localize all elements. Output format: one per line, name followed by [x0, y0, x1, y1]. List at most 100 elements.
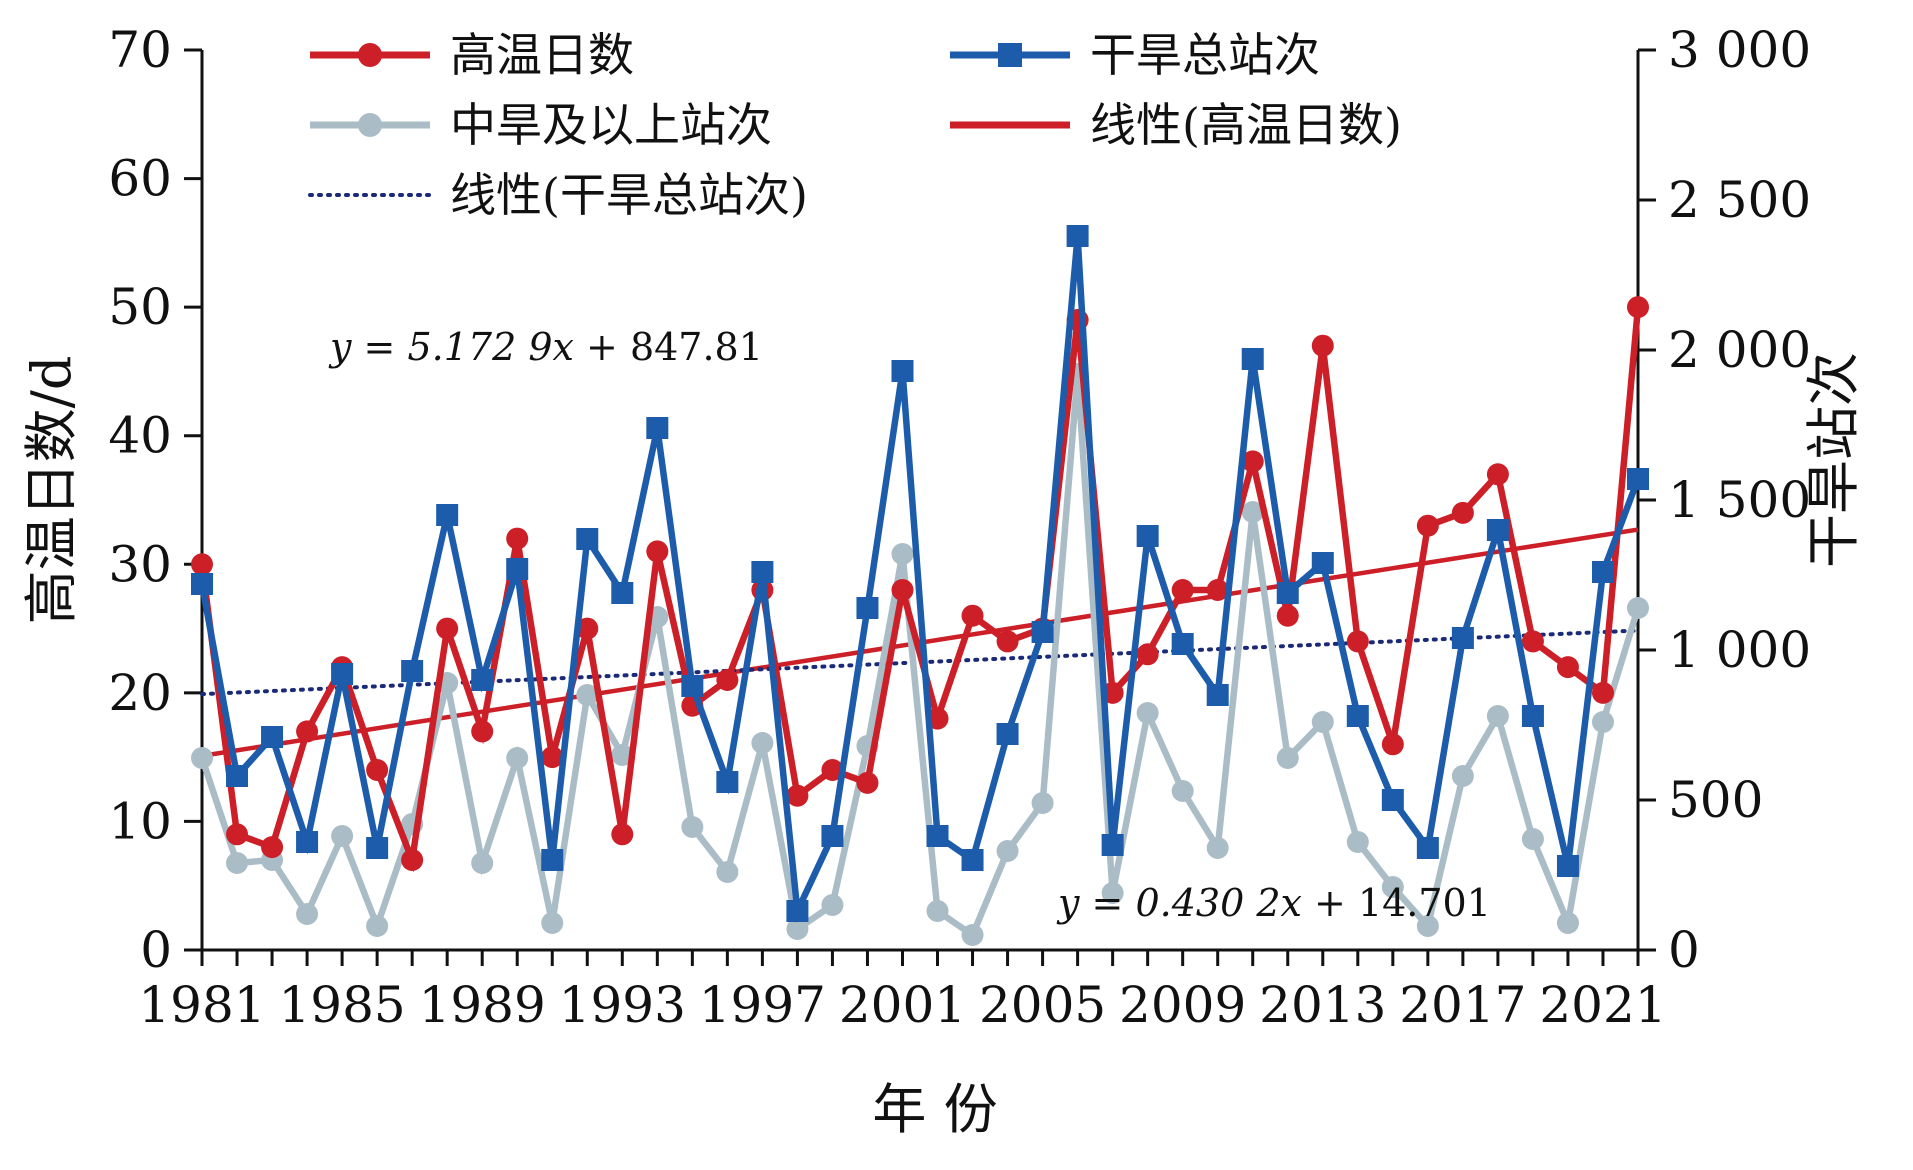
legend-item: 线性(高温日数): [950, 98, 1402, 152]
y-right-tick-label: 2 000: [1668, 321, 1811, 379]
data-point: [611, 744, 634, 766]
x-tick-label: 2001: [839, 976, 966, 1034]
y-right-tick-label: 3 000: [1668, 21, 1811, 79]
data-point: [786, 918, 809, 940]
data-point: [1591, 561, 1614, 583]
data-point: [261, 836, 284, 859]
data-point: [1521, 828, 1544, 850]
legend-item: 高温日数: [310, 28, 634, 82]
series: [191, 225, 1649, 924]
data-point: [1451, 765, 1474, 787]
data-point: [926, 900, 949, 922]
x-tick-label: 1989: [419, 976, 546, 1034]
axes: 0 10 20 30 40 50 60 70 0 500 1 000 1 500 2 000 2 500 3…: [108, 21, 1811, 1034]
data-point: [891, 543, 914, 565]
data-point: [1591, 711, 1614, 733]
data-point: [331, 663, 354, 685]
data-point: [1241, 348, 1264, 370]
data-point: [1311, 552, 1334, 574]
data-point: [226, 765, 249, 787]
data-point: [506, 747, 529, 769]
data-point: [1066, 225, 1089, 247]
data-point: [191, 747, 213, 769]
data-point: [1381, 733, 1404, 756]
data-point: [1136, 702, 1159, 724]
data-point: [1031, 621, 1054, 643]
data-point: [996, 630, 1019, 653]
x-tick-label: 2017: [1399, 976, 1526, 1034]
y-left-tick-label: 50: [108, 278, 172, 336]
data-point: [1486, 519, 1509, 541]
series-group: [191, 225, 1649, 946]
data-point: [751, 732, 774, 754]
y-right-tick-label: 1 000: [1668, 621, 1811, 679]
data-point: [611, 823, 634, 846]
data-point: [1416, 837, 1439, 859]
data-point: [366, 915, 389, 937]
data-point: [1311, 711, 1334, 733]
equation-annotation-drought: y = 5.172 9x + 847.81: [328, 325, 763, 369]
data-point: [1416, 915, 1439, 937]
legend-swatch-marker: [358, 43, 382, 67]
equation-annotation-heat: y = 0.430 2x + 14.701: [1056, 881, 1491, 925]
data-point: [996, 723, 1019, 745]
y-right-tick-label: 0: [1668, 921, 1700, 979]
data-point: [436, 504, 459, 526]
legend-item: 中旱及以上站次: [310, 98, 772, 152]
data-point: [506, 527, 529, 550]
legend-label: 干旱总站次: [1090, 28, 1320, 82]
data-point: [541, 912, 564, 934]
data-point: [1171, 579, 1194, 601]
data-point: [1031, 792, 1054, 814]
y-right-tick-label: 500: [1668, 771, 1763, 829]
data-point: [541, 746, 564, 769]
data-point: [1206, 837, 1229, 859]
data-point: [1206, 684, 1229, 706]
y-right-axis-title: 干旱站次: [1802, 352, 1865, 568]
x-tick-label: 1981: [138, 976, 265, 1034]
data-point: [961, 849, 984, 871]
data-point: [576, 617, 599, 640]
data-point: [1627, 597, 1649, 619]
data-point: [1346, 630, 1369, 653]
data-point: [506, 558, 529, 580]
y-left-tick-label: 60: [108, 150, 172, 208]
x-tick-label: 1997: [699, 976, 826, 1034]
data-point: [1521, 630, 1544, 653]
data-point: [1416, 514, 1439, 537]
y-right-tick-label: 2 500: [1668, 171, 1811, 229]
data-point: [1381, 789, 1404, 811]
data-point: [366, 837, 389, 859]
data-point: [1627, 468, 1649, 490]
data-point: [576, 684, 599, 706]
data-point: [296, 720, 319, 743]
data-point: [1171, 780, 1194, 802]
data-point: [821, 825, 844, 847]
data-point: [751, 561, 774, 583]
data-point: [1556, 855, 1579, 877]
x-tick-label: 2009: [1119, 976, 1246, 1034]
data-point: [926, 825, 949, 847]
data-point: [1206, 579, 1229, 601]
data-point: [576, 528, 599, 550]
data-point: [331, 825, 354, 847]
data-point: [436, 617, 459, 640]
y-left-tick-label: 40: [108, 407, 172, 465]
data-point: [296, 831, 319, 853]
y-right-tick-label: 1 500: [1668, 471, 1811, 529]
data-point: [681, 816, 704, 838]
legend-item: 线性(干旱总站次): [308, 168, 808, 222]
data-point: [961, 604, 984, 627]
y-left-tick-label: 0: [140, 921, 172, 979]
data-point: [646, 417, 669, 439]
x-tick-label: 2005: [979, 976, 1106, 1034]
data-point: [1486, 463, 1509, 486]
data-point: [1136, 525, 1159, 547]
data-point: [471, 669, 494, 691]
series-line: [198, 306, 1642, 873]
data-point: [541, 849, 564, 871]
data-point: [226, 823, 249, 846]
data-point: [1136, 643, 1159, 666]
data-point: [1276, 604, 1299, 627]
